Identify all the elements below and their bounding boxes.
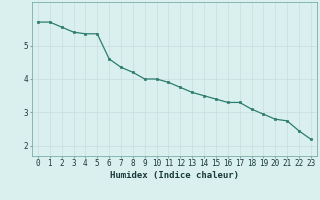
X-axis label: Humidex (Indice chaleur): Humidex (Indice chaleur) — [110, 171, 239, 180]
